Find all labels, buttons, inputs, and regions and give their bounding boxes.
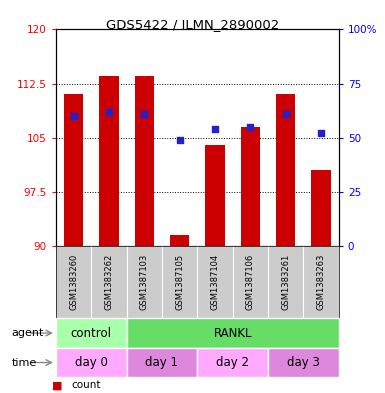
Text: GSM1387104: GSM1387104 <box>211 254 219 310</box>
Bar <box>127 348 197 377</box>
Bar <box>127 318 339 348</box>
Bar <box>170 235 189 246</box>
Text: GSM1383260: GSM1383260 <box>69 254 78 310</box>
Bar <box>99 76 119 246</box>
Bar <box>134 76 154 246</box>
Bar <box>56 318 127 348</box>
Text: GSM1387106: GSM1387106 <box>246 254 255 310</box>
Text: GSM1387103: GSM1387103 <box>140 254 149 310</box>
Text: day 2: day 2 <box>216 356 249 369</box>
Text: GSM1387105: GSM1387105 <box>175 254 184 310</box>
Bar <box>241 127 260 246</box>
Text: GSM1383262: GSM1383262 <box>104 254 114 310</box>
Text: day 0: day 0 <box>75 356 108 369</box>
Bar <box>64 94 83 246</box>
Bar <box>205 145 225 246</box>
Point <box>177 136 183 143</box>
Point <box>106 108 112 115</box>
Text: GSM1383261: GSM1383261 <box>281 254 290 310</box>
Point <box>318 130 324 136</box>
Text: agent: agent <box>12 328 44 338</box>
Bar <box>56 348 127 377</box>
Point <box>212 126 218 132</box>
Bar <box>268 348 339 377</box>
Point <box>247 123 253 130</box>
Text: ■: ■ <box>52 380 62 390</box>
Text: GDS5422 / ILMN_2890002: GDS5422 / ILMN_2890002 <box>106 18 279 31</box>
Text: count: count <box>71 380 101 390</box>
Bar <box>197 348 268 377</box>
Point <box>141 111 147 117</box>
Text: RANKL: RANKL <box>213 327 252 340</box>
Text: GSM1383263: GSM1383263 <box>316 254 326 310</box>
Bar <box>276 94 295 246</box>
Text: control: control <box>71 327 112 340</box>
Point <box>283 111 289 117</box>
Text: day 3: day 3 <box>287 356 320 369</box>
Point <box>70 113 77 119</box>
Bar <box>311 170 331 246</box>
Text: time: time <box>12 358 37 367</box>
Text: day 1: day 1 <box>146 356 178 369</box>
